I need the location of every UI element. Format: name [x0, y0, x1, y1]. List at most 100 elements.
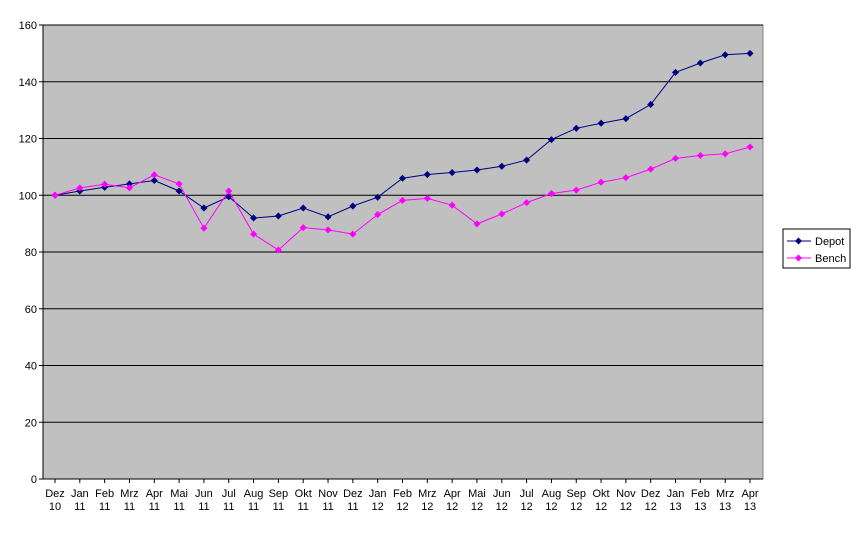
point-depot-4	[150, 176, 158, 185]
x-tick-label-27: Mrz	[716, 488, 734, 500]
point-depot-22	[597, 119, 605, 127]
x-tick-label-22: Okt	[593, 488, 610, 500]
point-depot-11	[324, 213, 332, 221]
x-tick-year-14: 12	[396, 501, 408, 513]
point-bench-26	[696, 151, 704, 160]
point-depot-14	[398, 174, 407, 182]
y-axis-ticks: 0 20 40 60 80 100 120 140 160	[19, 20, 44, 486]
gridlines	[43, 24, 763, 423]
point-bench-6	[200, 224, 208, 232]
x-tick-label-28: Apr	[741, 488, 758, 500]
x-tick-year-21: 12	[570, 501, 582, 513]
x-tick-year-5: 11	[173, 501, 184, 513]
point-depot-12	[349, 202, 357, 210]
x-tick-year-15: 12	[421, 501, 433, 513]
point-bench-4	[150, 171, 158, 179]
x-tick-label-7: Jul	[222, 488, 236, 500]
x-tick-label-3: Mrz	[120, 488, 138, 500]
x-tick-year-13: 12	[372, 501, 384, 513]
point-bench-2	[101, 180, 109, 188]
x-tick-year-3: 11	[124, 501, 135, 513]
point-bench-19	[523, 199, 531, 207]
x-tick-label-19: Jul	[520, 488, 534, 500]
point-depot-25	[672, 68, 680, 76]
x-tick-year-20: 12	[545, 501, 557, 513]
x-tick-year-22: 12	[595, 501, 607, 513]
y-tick-label-0: 0	[31, 474, 37, 486]
series-group	[51, 49, 754, 254]
point-bench-15	[423, 194, 431, 202]
x-tick-label-23: Nov	[616, 488, 636, 500]
point-bench-16	[448, 201, 456, 209]
point-depot-28	[746, 49, 754, 57]
x-tick-year-9: 11	[273, 501, 284, 513]
x-tick-year-2: 11	[99, 501, 110, 513]
legend-marker-depot	[794, 237, 803, 245]
x-tick-year-18: 12	[496, 501, 508, 513]
x-tick-year-17: 12	[471, 501, 483, 513]
point-depot-19	[523, 156, 531, 164]
x-tick-label-5: Mai	[170, 488, 188, 500]
point-depot-24	[647, 100, 655, 108]
x-tick-year-1: 11	[74, 501, 85, 513]
point-depot-26	[696, 59, 704, 67]
point-bench-10	[299, 224, 307, 232]
point-depot-9	[274, 212, 282, 220]
x-tick-year-23: 12	[620, 501, 632, 513]
x-tick-year-4: 11	[149, 501, 160, 513]
point-depot-6	[200, 204, 208, 212]
point-depot-16	[448, 169, 456, 177]
y-tick-label-8: 160	[19, 20, 37, 32]
x-tick-year-10: 11	[298, 501, 309, 513]
x-tick-year-26: 13	[694, 501, 706, 513]
x-tick-label-8: Aug	[244, 488, 264, 500]
point-bench-24	[647, 165, 655, 173]
x-tick-year-0: 10	[49, 501, 61, 513]
point-bench-14	[398, 196, 407, 204]
point-bench-9	[274, 246, 282, 254]
x-tick-label-11: Nov	[318, 488, 338, 500]
x-tick-year-12: 11	[347, 501, 358, 513]
point-bench-22	[597, 178, 605, 186]
point-bench-25	[672, 154, 680, 162]
point-depot-3	[125, 180, 133, 188]
legend-label-bench: Bench	[815, 253, 846, 265]
x-tick-year-24: 12	[645, 501, 657, 513]
x-tick-label-14: Feb	[393, 488, 412, 500]
y-tick-label-5: 100	[19, 190, 37, 202]
point-depot-20	[547, 136, 555, 144]
x-tick-label-10: Okt	[295, 488, 312, 500]
point-bench-5	[175, 180, 183, 188]
point-bench-13	[374, 211, 382, 219]
x-tick-year-11: 11	[322, 501, 333, 513]
point-depot-23	[622, 115, 630, 123]
y-tick-label-1: 20	[25, 417, 37, 429]
point-bench-0	[51, 191, 59, 199]
y-tick-label-2: 40	[25, 361, 37, 373]
x-tick-year-7: 11	[223, 501, 234, 513]
point-depot-27	[721, 51, 729, 59]
legend-box	[782, 228, 851, 269]
x-tick-label-13: Jan	[369, 488, 387, 500]
point-bench-17	[473, 220, 481, 228]
point-bench-28	[746, 143, 754, 151]
x-tick-year-27: 13	[719, 501, 731, 513]
point-depot-21	[572, 124, 580, 132]
x-tick-label-1: Jan	[71, 488, 89, 500]
point-bench-18	[498, 210, 506, 218]
x-tick-label-25: Jan	[667, 488, 685, 500]
point-bench-21	[572, 186, 580, 194]
y-tick-label-7: 140	[19, 77, 37, 89]
point-bench-11	[324, 226, 332, 234]
x-tick-label-17: Mai	[468, 488, 486, 500]
point-bench-27	[721, 150, 729, 158]
x-tick-label-24: Dez	[641, 488, 661, 500]
x-tick-label-12: Dez	[343, 488, 363, 500]
point-bench-23	[622, 174, 630, 182]
point-bench-3	[125, 184, 133, 192]
x-tick-year-8: 11	[248, 501, 259, 513]
x-tick-label-2: Feb	[95, 488, 114, 500]
x-tick-year-6: 11	[198, 501, 209, 513]
x-tick-label-20: Aug	[542, 488, 562, 500]
